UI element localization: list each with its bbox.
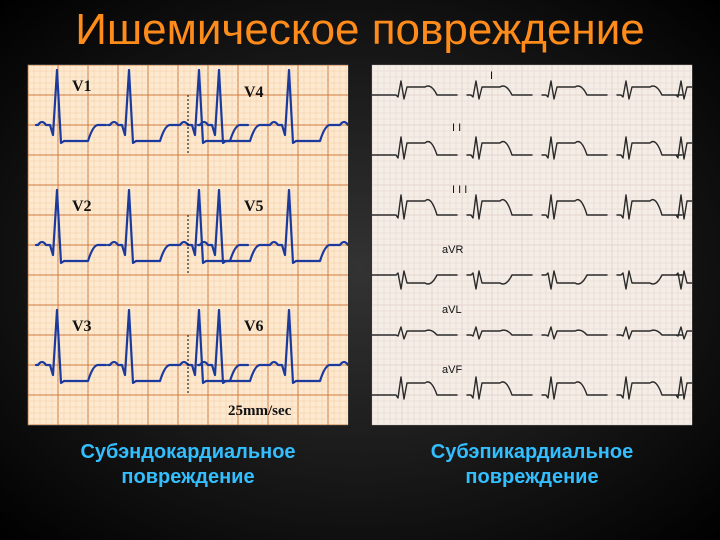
svg-text:aVL: aVL [442, 304, 462, 316]
svg-text:V3: V3 [72, 318, 92, 335]
caption-right-line2: повреждение [465, 466, 598, 488]
caption-right: Субэпикардиальное повреждение [431, 440, 633, 490]
svg-text:I I I: I I I [452, 184, 467, 196]
ecg-right-box: I I I I I I aVR aVL aVF [371, 64, 693, 426]
svg-text:25mm/sec: 25mm/sec [228, 403, 292, 419]
slide-stage: Ишемическое повреждение V1 V4 V2 V5 V3 V6 25mm… [0, 0, 720, 540]
panels-row: V1 V4 V2 V5 V3 V6 25mm/sec Субэндокардиальное … [28, 64, 692, 490]
svg-text:aVR: aVR [442, 244, 463, 256]
slide-title: Ишемическое повреждение [75, 8, 645, 52]
caption-left: Субэндокардиальное повреждение [80, 440, 295, 490]
caption-right-line1: Субэпикардиальное [431, 441, 633, 463]
svg-text:V1: V1 [72, 78, 92, 95]
svg-text:V2: V2 [72, 198, 92, 215]
ecg-left-svg: V1 V4 V2 V5 V3 V6 25mm/sec [28, 65, 348, 425]
svg-text:V6: V6 [244, 318, 264, 335]
right-panel: I I I I I I aVR aVL aVF Субэпикардиальное пов… [372, 64, 692, 490]
ecg-right-svg: I I I I I I aVR aVL aVF [372, 65, 692, 425]
svg-text:V4: V4 [244, 84, 264, 101]
ecg-left-box: V1 V4 V2 V5 V3 V6 25mm/sec [27, 64, 349, 426]
svg-text:I: I [490, 70, 493, 82]
left-panel: V1 V4 V2 V5 V3 V6 25mm/sec Субэндокардиальное … [28, 64, 348, 490]
caption-left-line2: повреждение [121, 466, 254, 488]
caption-left-line1: Субэндокардиальное [80, 441, 295, 463]
svg-text:I I: I I [452, 122, 461, 134]
svg-text:aVF: aVF [442, 364, 462, 376]
svg-text:V5: V5 [244, 198, 264, 215]
